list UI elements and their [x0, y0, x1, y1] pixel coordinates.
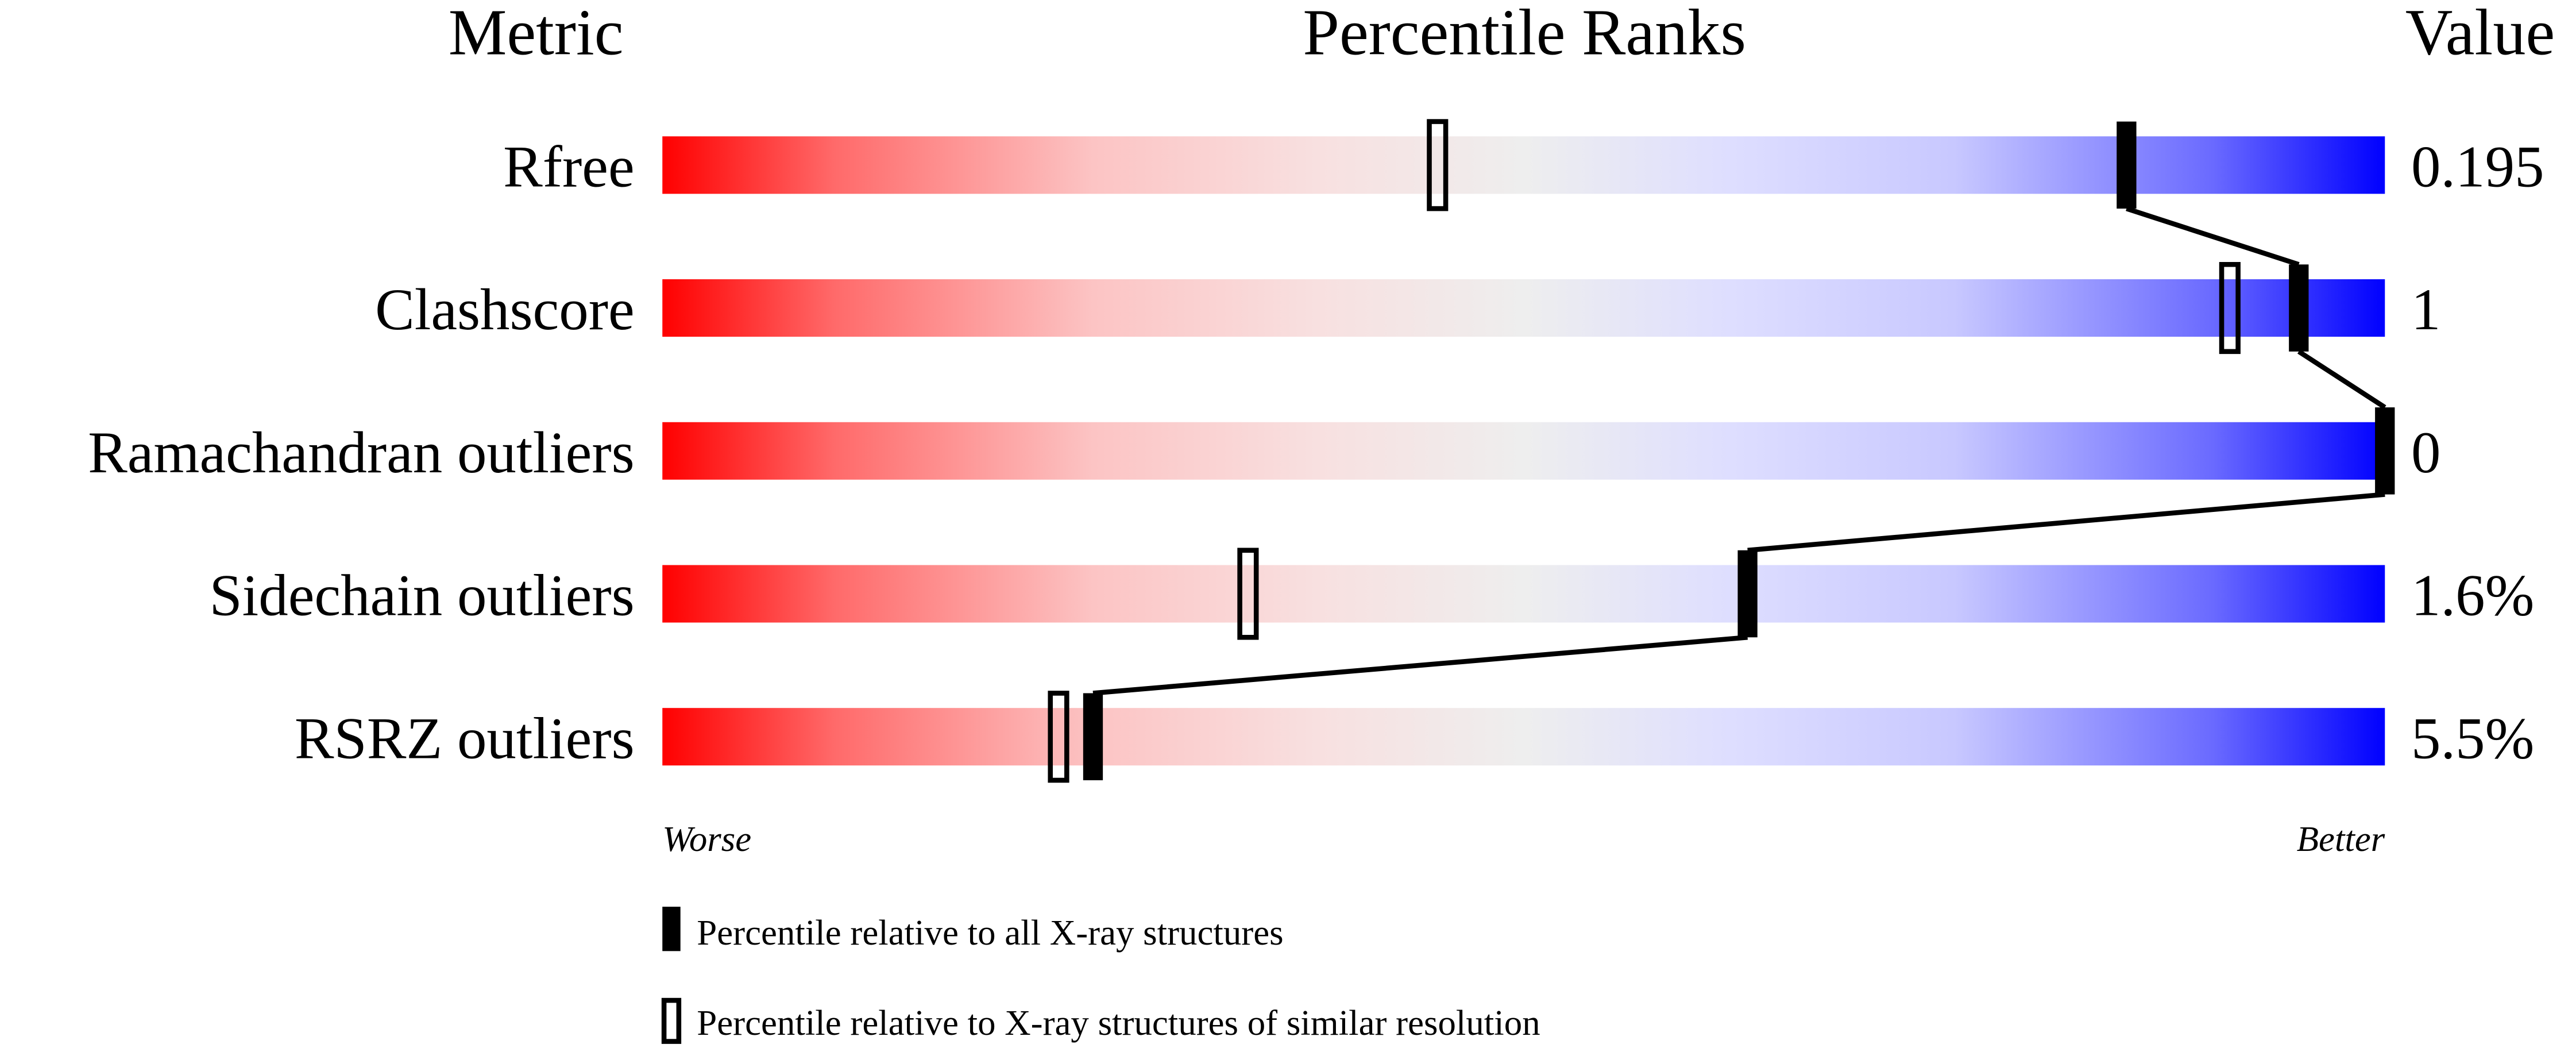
all-structures-marker — [1083, 693, 1103, 780]
legend-filled-label: Percentile relative to all X-ray structu… — [697, 912, 1283, 953]
similar-resolution-marker — [2219, 262, 2241, 355]
metric-label: RSRZ outliers — [295, 706, 635, 771]
all-structures-marker — [1737, 550, 1758, 638]
legend-open-marker-icon — [661, 997, 682, 1044]
metric-value: 0 — [2411, 420, 2440, 486]
percentile-bar — [662, 136, 2385, 194]
connector-line — [1092, 634, 1748, 696]
axis-label-better: Better — [2297, 819, 2385, 859]
metric-label: Ramachandran outliers — [88, 420, 635, 486]
axis-label-worse: Worse — [662, 819, 751, 859]
metric-value: 0.195 — [2411, 134, 2544, 199]
all-structures-marker — [2375, 407, 2395, 495]
metric-value: 1 — [2411, 277, 2440, 342]
similar-resolution-marker — [1427, 119, 1449, 211]
metric-value: 5.5% — [2411, 706, 2534, 771]
header-metric: Metric — [449, 0, 624, 68]
similar-resolution-marker — [1048, 691, 1069, 783]
percentile-bar — [662, 708, 2385, 766]
similar-resolution-marker — [1237, 548, 1259, 640]
metric-value: 1.6% — [2411, 563, 2534, 629]
all-structures-marker — [2289, 264, 2309, 352]
header-value: Value — [2405, 0, 2555, 68]
percentile-bar — [662, 279, 2385, 337]
connector-line — [1747, 492, 2385, 553]
percentile-bar — [662, 422, 2385, 480]
connector-line — [2297, 349, 2386, 410]
connector-line — [2126, 206, 2300, 267]
legend-open-label: Percentile relative to X-ray structures … — [697, 1003, 1540, 1043]
metric-label: Clashscore — [375, 277, 635, 342]
metric-label: Rfree — [503, 134, 635, 199]
legend-filled-marker-icon — [662, 907, 681, 951]
all-structures-marker — [2117, 121, 2137, 209]
percentile-bar — [662, 565, 2385, 623]
metric-label: Sidechain outliers — [209, 563, 634, 629]
header-percentile-ranks: Percentile Ranks — [1303, 0, 1746, 68]
